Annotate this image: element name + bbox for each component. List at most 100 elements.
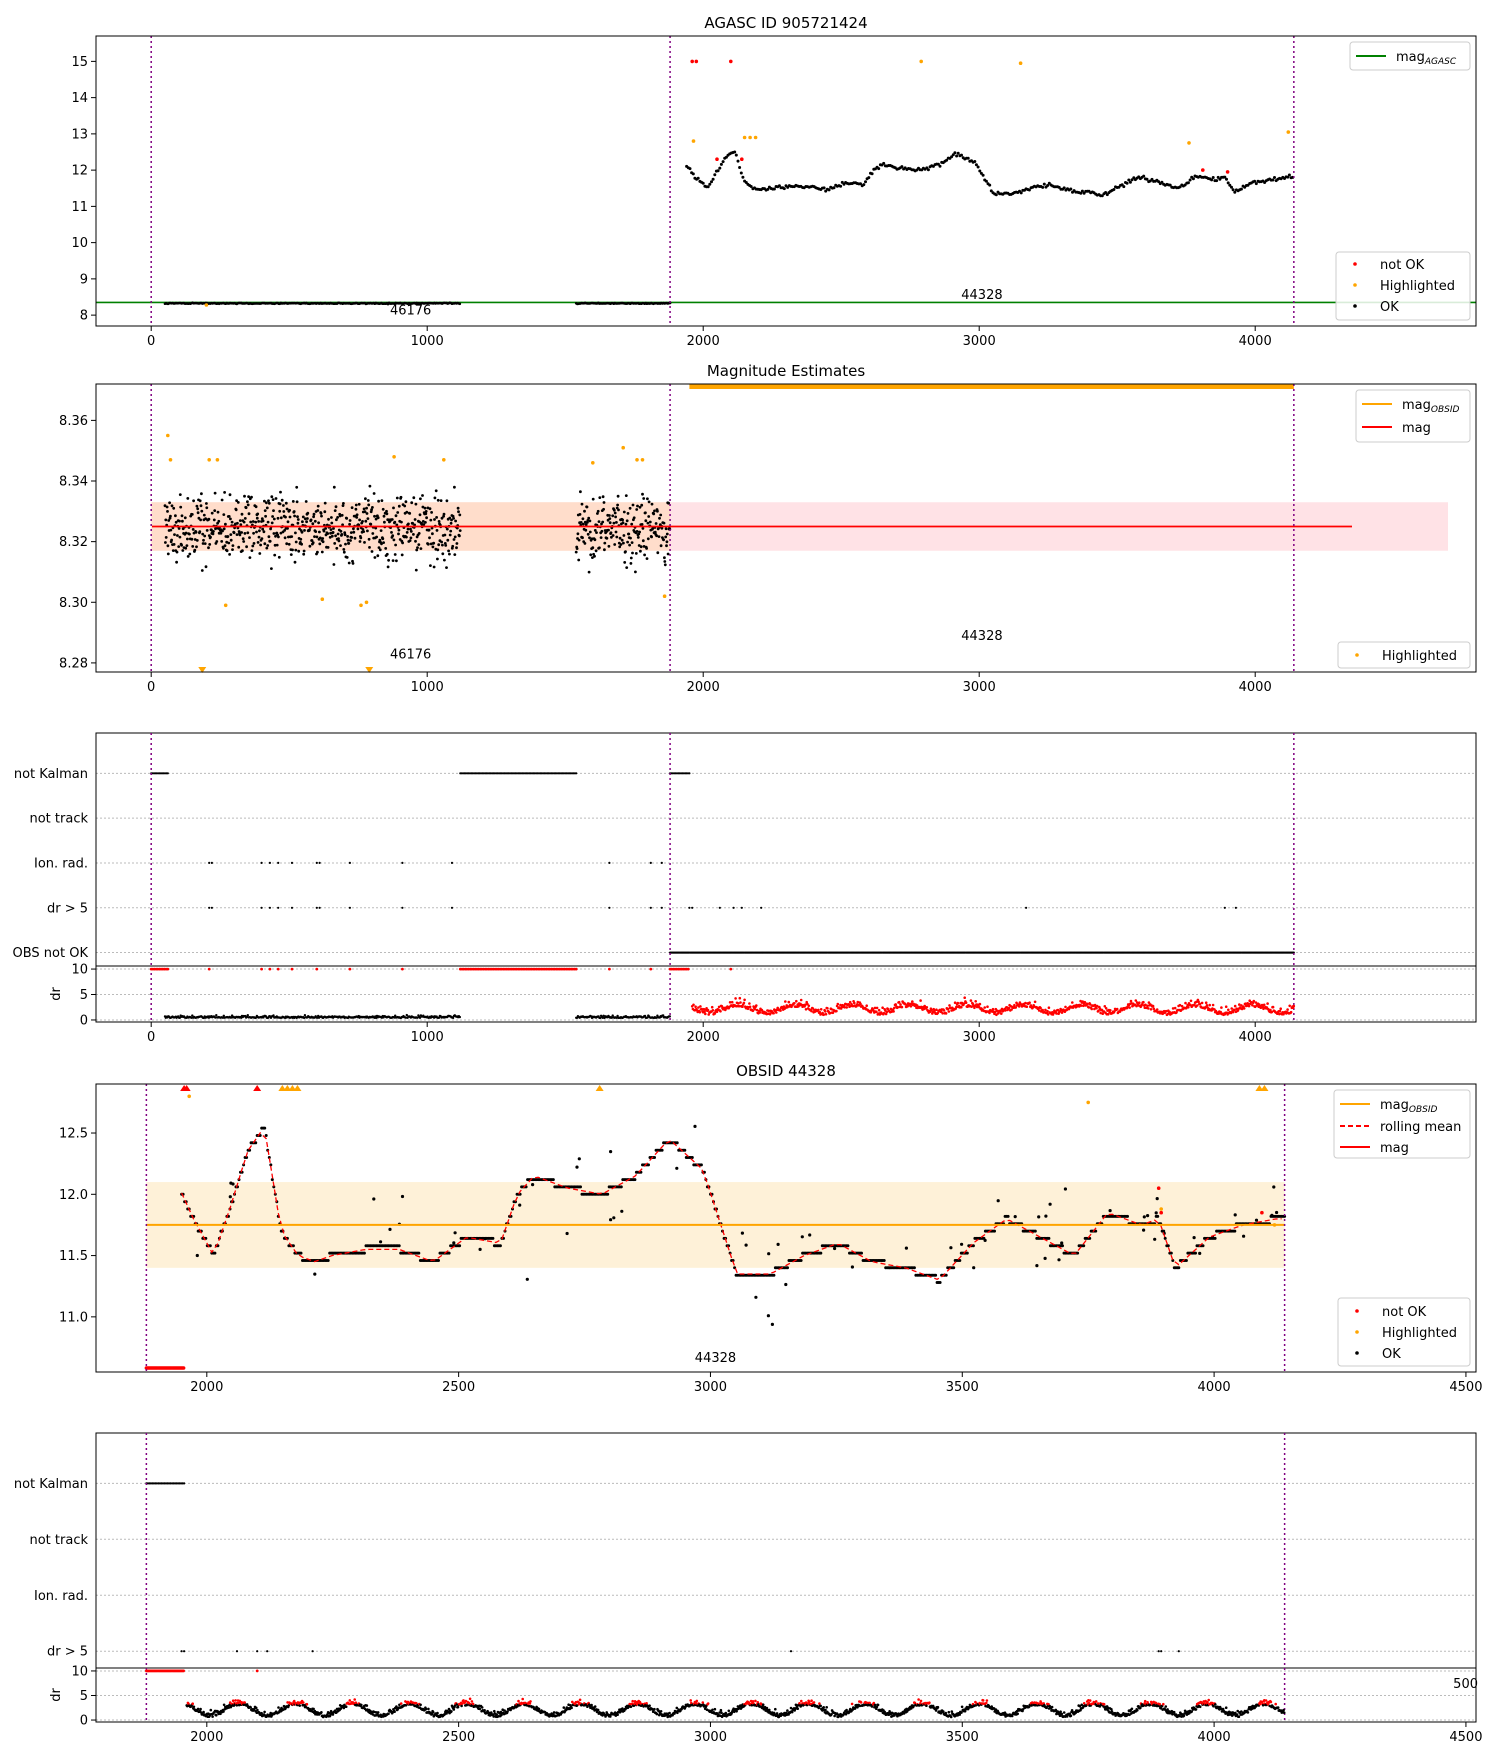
ok-point — [1215, 179, 1219, 183]
ok-point — [263, 499, 266, 503]
x-tick-label: 4500 — [1449, 1380, 1482, 1395]
ok-point — [616, 503, 619, 507]
highlighted-point — [223, 603, 228, 608]
ok-point — [349, 539, 352, 542]
dr-not-ok-point — [960, 1005, 963, 1009]
ok-point — [579, 490, 582, 494]
ok-point — [440, 540, 443, 544]
ok-point — [180, 543, 184, 547]
ok-point — [414, 568, 418, 572]
ok-point — [766, 187, 770, 191]
dr-not-ok-point — [692, 1003, 695, 1007]
ok-point — [192, 499, 196, 503]
ok-point — [202, 538, 205, 542]
ok-point — [288, 515, 292, 519]
ok-point — [1145, 177, 1149, 181]
ok-point — [194, 530, 198, 534]
highlighted-point — [753, 135, 758, 140]
flag-point — [660, 906, 663, 909]
ok-point — [457, 510, 460, 514]
x-tick-label: 1000 — [411, 1030, 444, 1045]
ok-point — [406, 527, 410, 531]
ok-point — [966, 156, 970, 160]
ok-point — [623, 561, 627, 564]
legend-highlighted-swatch — [1353, 283, 1357, 287]
ok-point — [245, 545, 249, 549]
ok-point — [175, 560, 179, 564]
ok-point — [598, 546, 601, 550]
ok-point — [1057, 1258, 1061, 1262]
ok-point — [1168, 183, 1172, 187]
ok-point — [274, 497, 278, 500]
legend-highlighted-swatch — [1355, 1330, 1359, 1334]
ok-point — [498, 1244, 502, 1248]
dr-not-ok-point — [817, 1008, 820, 1012]
ok-point — [981, 173, 985, 177]
ok-point — [240, 531, 244, 534]
ok-point — [1242, 1234, 1246, 1238]
ok-point — [645, 557, 649, 560]
ok-point — [334, 505, 338, 509]
highlighted-marker-high — [1260, 1085, 1269, 1091]
ok-point — [291, 500, 295, 503]
ok-point — [186, 497, 190, 500]
ok-point — [260, 537, 264, 540]
ok-point — [289, 553, 293, 556]
dr-not-ok-point — [1220, 1006, 1223, 1009]
ok-point — [453, 485, 456, 489]
ok-point — [551, 1178, 555, 1182]
ok-point — [1233, 1213, 1237, 1217]
ok-point — [1254, 1218, 1259, 1222]
ok-point — [414, 502, 418, 506]
ok-point — [236, 521, 239, 525]
ok-point — [784, 1282, 788, 1287]
ok-point — [284, 501, 288, 505]
ok-point — [222, 546, 225, 550]
ok-point — [628, 506, 632, 510]
flag-point — [268, 861, 271, 865]
ok-point — [365, 512, 369, 515]
ok-point — [352, 530, 356, 534]
ok-point — [627, 532, 631, 536]
ok-point — [361, 528, 365, 531]
ok-point — [478, 1247, 482, 1251]
ok-point — [335, 546, 339, 550]
ok-point — [337, 537, 340, 540]
ok-point — [609, 531, 613, 535]
ok-point — [318, 530, 321, 534]
ok-point — [417, 543, 421, 546]
flag-point — [180, 1650, 183, 1653]
flag-point — [256, 1650, 259, 1653]
flag-frame — [95, 732, 1477, 967]
y-tick-label: 8.34 — [59, 475, 88, 490]
not-ok-marker-high — [253, 1085, 262, 1091]
ok-point — [248, 536, 251, 539]
ok-point — [436, 498, 440, 502]
panel-title: Magnitude Estimates — [707, 362, 865, 380]
obsid-label: 44328 — [695, 1351, 736, 1366]
ok-point — [431, 545, 435, 549]
ok-point — [340, 513, 344, 517]
ok-point — [344, 542, 347, 546]
ok-point — [1082, 1244, 1086, 1248]
y-tick-label: 8.32 — [59, 535, 88, 550]
ok-point — [170, 504, 174, 508]
ok-point — [400, 553, 404, 557]
ok-point — [247, 495, 251, 498]
ok-point — [436, 557, 439, 561]
flag-point — [318, 906, 321, 909]
obsid-label: 46176 — [390, 647, 431, 662]
dr-not-ok-point — [729, 967, 733, 971]
ok-point — [400, 520, 403, 524]
dr-not-ok-point — [315, 967, 319, 971]
ok-point — [665, 532, 669, 536]
ok-point — [419, 547, 423, 550]
dr-not-ok-point — [1200, 1001, 1204, 1005]
ok-point — [591, 546, 595, 550]
dr-not-ok-point — [748, 1002, 751, 1005]
x-tick-label: 2000 — [687, 1030, 720, 1045]
y-tick-label: 8 — [80, 309, 88, 324]
ok-point — [1231, 188, 1235, 192]
ok-point — [397, 528, 401, 532]
ok-point — [366, 499, 370, 502]
